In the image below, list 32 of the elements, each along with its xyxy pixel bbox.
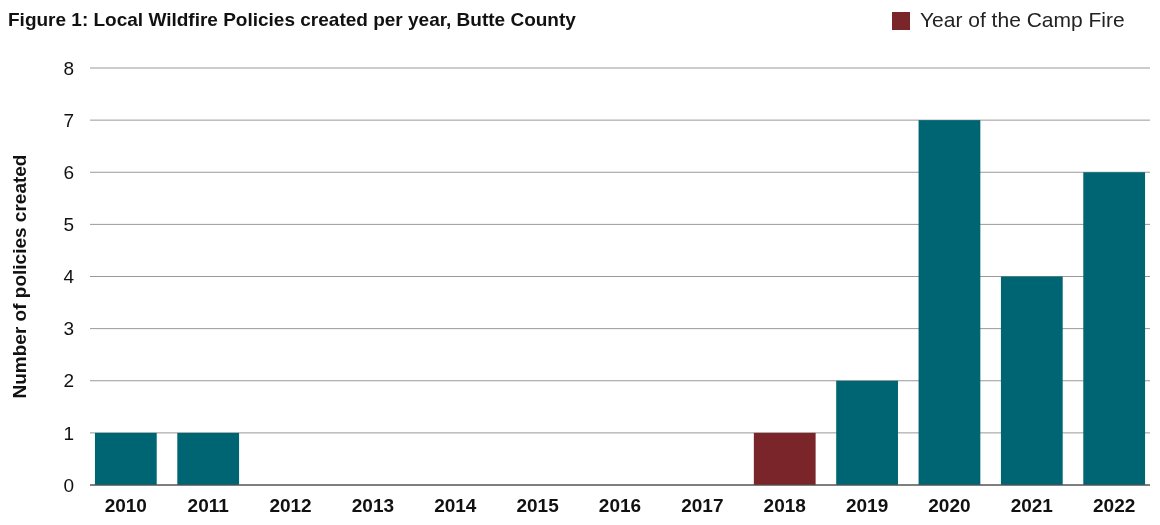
bar — [753, 432, 816, 485]
x-tick-label: 2014 — [434, 495, 477, 516]
bar — [177, 432, 240, 485]
x-tick-label: 2010 — [104, 495, 147, 516]
x-tick-label: 2011 — [187, 495, 230, 516]
x-tick-label: 2021 — [1010, 495, 1054, 516]
y-tick-label: 5 — [63, 214, 74, 236]
x-tick-label: 2019 — [845, 495, 889, 516]
x-tick-label: 2016 — [598, 495, 642, 516]
bar — [1083, 172, 1146, 485]
bar — [836, 380, 898, 485]
y-tick-label: 4 — [63, 266, 75, 288]
legend-label: Year of the Camp Fire — [920, 8, 1125, 31]
x-tick-label: 2018 — [763, 495, 806, 516]
x-tick-label: 2012 — [269, 495, 312, 516]
y-tick-label: 1 — [63, 422, 74, 444]
x-tick-label: 2015 — [516, 495, 560, 516]
y-tick-label: 8 — [63, 57, 74, 79]
bar — [918, 120, 981, 485]
y-tick-label: 2 — [63, 370, 74, 392]
x-tick-label: 2013 — [351, 495, 395, 516]
y-tick-label: 0 — [63, 474, 74, 496]
y-tick-label: 3 — [63, 318, 74, 340]
bar — [94, 432, 157, 485]
y-tick-label: 6 — [63, 161, 74, 183]
bar — [1000, 276, 1063, 485]
chart-title: Figure 1: Local Wildfire Policies created per year, Butte County — [8, 9, 577, 30]
x-tick-label: 2017 — [681, 495, 724, 516]
y-axis-title: Number of policies created — [9, 154, 30, 399]
x-tick-label: 2022 — [1093, 495, 1136, 516]
x-tick-label: 2020 — [928, 495, 971, 516]
y-tick-label: 7 — [63, 109, 74, 131]
